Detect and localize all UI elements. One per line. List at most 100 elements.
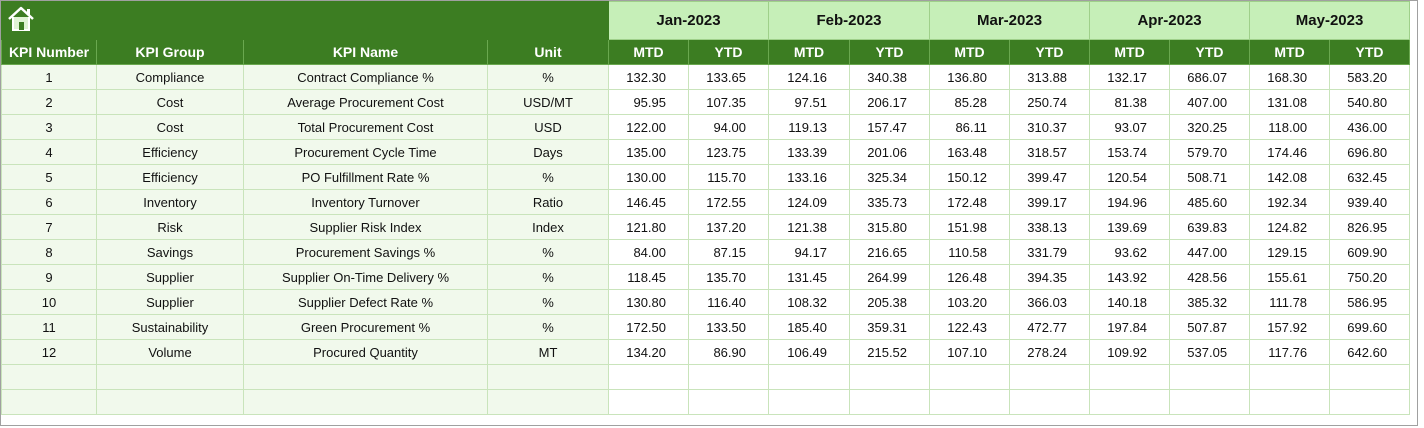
label-cell: 4 [1, 139, 97, 165]
column-header: YTD [1009, 39, 1091, 65]
column-header: MTD [768, 39, 850, 65]
value-cell: 133.50 [688, 314, 769, 340]
value-cell: 94.17 [768, 239, 850, 265]
value-cell: 146.45 [608, 189, 689, 215]
value-cell: 86.11 [929, 114, 1011, 140]
label-cell: Procurement Savings % [243, 239, 488, 265]
value-cell: 194.96 [1089, 189, 1171, 215]
value-cell: 110.58 [929, 239, 1011, 265]
empty-cell [1329, 364, 1411, 390]
value-cell: 508.71 [1169, 164, 1251, 190]
value-cell: 264.99 [848, 264, 931, 290]
value-cell: 115.70 [688, 164, 769, 190]
value-cell: 142.08 [1249, 164, 1331, 190]
value-cell: 278.24 [1009, 339, 1091, 365]
value-cell: 120.54 [1089, 164, 1171, 190]
empty-cell [608, 389, 689, 415]
label-cell: MT [487, 339, 609, 365]
value-cell: 250.74 [1009, 89, 1091, 115]
value-cell: 168.30 [1249, 64, 1331, 90]
empty-cell [688, 364, 769, 390]
value-cell: 111.78 [1249, 289, 1331, 315]
value-cell: 84.00 [608, 239, 689, 265]
value-cell: 428.56 [1169, 264, 1251, 290]
value-cell: 131.08 [1249, 89, 1331, 115]
value-cell: 826.95 [1329, 214, 1411, 240]
column-header: YTD [1329, 39, 1411, 65]
column-header: MTD [608, 39, 689, 65]
label-cell: Days [487, 139, 609, 165]
value-cell: 172.50 [608, 314, 689, 340]
label-cell: PO Fulfillment Rate % [243, 164, 488, 190]
label-cell: Procurement Cycle Time [243, 139, 488, 165]
value-cell: 124.82 [1249, 214, 1331, 240]
label-cell: Cost [96, 114, 244, 140]
empty-cell [487, 389, 609, 415]
label-cell: Supplier Defect Rate % [243, 289, 488, 315]
value-cell: 121.38 [768, 214, 850, 240]
value-cell: 133.65 [688, 64, 769, 90]
month-header: Feb-2023 [767, 1, 931, 40]
value-cell: 118.45 [608, 264, 689, 290]
value-cell: 116.40 [688, 289, 769, 315]
value-cell: 86.90 [688, 339, 769, 365]
value-cell: 135.70 [688, 264, 769, 290]
value-cell: 155.61 [1249, 264, 1331, 290]
label-cell: Index [487, 214, 609, 240]
empty-cell [1, 364, 97, 390]
data-row: 10 Supplier Supplier Defect Rate %% 130.80 1… [1, 289, 1411, 315]
label-cell: Contract Compliance % [243, 64, 488, 90]
label-cell: Supplier [96, 289, 244, 315]
value-cell: 172.55 [688, 189, 769, 215]
label-cell: 9 [1, 264, 97, 290]
value-cell: 124.16 [768, 64, 850, 90]
empty-cell [929, 364, 1011, 390]
value-cell: 107.10 [929, 339, 1011, 365]
empty-cell [1329, 389, 1411, 415]
data-row: 3 Cost Total Procurement Cost USD 122.00 94.0… [1, 114, 1411, 140]
value-cell: 133.16 [768, 164, 850, 190]
month-header: Jan-2023 [608, 1, 769, 40]
empty-cell [1009, 389, 1091, 415]
value-cell: 151.98 [929, 214, 1011, 240]
data-row: 4 Efficiency Procurement Cycle Time Days 135… [1, 139, 1411, 165]
value-cell: 639.83 [1169, 214, 1251, 240]
empty-cell [1089, 389, 1171, 415]
value-cell: 133.39 [768, 139, 850, 165]
empty-cell [608, 364, 689, 390]
label-cell: Supplier On-Time Delivery % [243, 264, 488, 290]
column-header: Unit [487, 39, 609, 65]
month-row: Jan-2023 Feb-2023 Mar-2023 Apr-2023 May-2023 [1, 1, 1411, 40]
value-cell: 310.37 [1009, 114, 1091, 140]
data-row: 5 Efficiency PO Fulfillment Rate %% 130.00 1… [1, 164, 1411, 190]
value-cell: 399.17 [1009, 189, 1091, 215]
column-header: YTD [1169, 39, 1251, 65]
label-cell: 2 [1, 89, 97, 115]
value-cell: 197.84 [1089, 314, 1171, 340]
value-cell: 215.52 [848, 339, 931, 365]
value-cell: 436.00 [1329, 114, 1411, 140]
value-cell: 134.20 [608, 339, 689, 365]
value-cell: 95.95 [608, 89, 689, 115]
value-cell: 192.34 [1249, 189, 1331, 215]
value-cell: 642.60 [1329, 339, 1411, 365]
home-icon[interactable] [6, 5, 36, 33]
value-cell: 153.74 [1089, 139, 1171, 165]
empty-cell [487, 364, 609, 390]
label-cell: Green Procurement % [243, 314, 488, 340]
label-cell: 7 [1, 214, 97, 240]
value-cell: 750.20 [1329, 264, 1411, 290]
value-cell: 132.30 [608, 64, 689, 90]
value-cell: 583.20 [1329, 64, 1411, 90]
value-cell: 359.31 [848, 314, 931, 340]
value-cell: 586.95 [1329, 289, 1411, 315]
column-header: KPI Group [96, 39, 244, 65]
month-header: Apr-2023 [1089, 1, 1251, 40]
label-cell: Supplier [96, 264, 244, 290]
label-cell: 8 [1, 239, 97, 265]
data-row: 1 Compliance Contract Compliance %% 132.30 1… [1, 64, 1411, 90]
value-cell: 447.00 [1169, 239, 1251, 265]
value-cell: 366.03 [1009, 289, 1091, 315]
value-cell: 399.47 [1009, 164, 1091, 190]
